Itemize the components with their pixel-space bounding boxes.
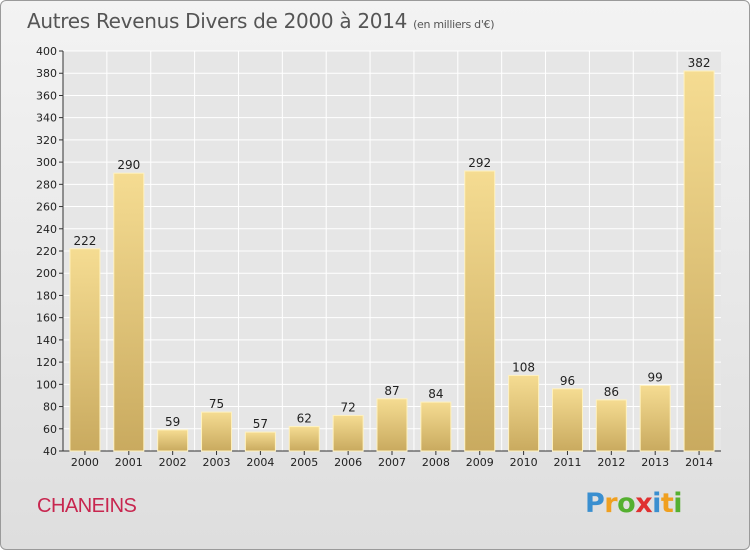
x-tick-label-2002: 2002 (159, 456, 187, 469)
y-tick-label: 360 (36, 89, 57, 102)
x-tick-label-2009: 2009 (466, 456, 494, 469)
chart-subtitle: (en milliers d'€) (413, 18, 495, 31)
y-tick-label: 120 (36, 356, 57, 369)
logo-letter: x (635, 488, 653, 519)
y-tick-label: 140 (36, 334, 57, 347)
bar-2005 (288, 426, 320, 452)
value-label-2003: 75 (209, 397, 224, 411)
x-tick-label-2011: 2011 (553, 456, 581, 469)
x-tick-label-2006: 2006 (334, 456, 362, 469)
y-tick-label: 200 (36, 267, 57, 280)
value-label-2000: 222 (73, 234, 96, 248)
y-tick-label: 280 (36, 178, 57, 191)
logo-letter: r (604, 488, 618, 519)
bar-2002 (157, 429, 189, 452)
value-label-2009: 292 (468, 156, 491, 170)
logo-letter: o (617, 488, 636, 519)
y-tick-label: 340 (36, 112, 57, 125)
y-tick-label: 160 (36, 312, 57, 325)
y-tick-label: 240 (36, 223, 57, 236)
x-tick-label-2005: 2005 (290, 456, 318, 469)
y-tick-label: 260 (36, 201, 57, 214)
logo-letter: t (660, 488, 674, 519)
value-label-2010: 108 (512, 360, 535, 374)
bar-2000 (69, 248, 101, 452)
value-label-2007: 87 (384, 384, 399, 398)
value-label-2012: 86 (604, 385, 619, 399)
y-tick-label: 40 (43, 445, 57, 458)
chart-title-text: Autres Revenus Divers de 2000 à 2014 (27, 9, 408, 33)
logo-letter: i (652, 488, 661, 519)
bar-2007 (376, 398, 408, 452)
bar-2004 (244, 431, 276, 452)
y-tick-label: 380 (36, 67, 57, 80)
chart-title: Autres Revenus Divers de 2000 à 2014 (en … (27, 9, 495, 33)
bar-2013 (639, 384, 671, 452)
y-tick-label: 100 (36, 378, 57, 391)
location-name: CHANEINS (37, 495, 137, 517)
y-tick-label: 320 (36, 134, 57, 147)
x-tick-label-2007: 2007 (378, 456, 406, 469)
bar-2010 (508, 374, 540, 452)
bar-2011 (551, 388, 583, 452)
x-tick-label-2012: 2012 (597, 456, 625, 469)
bar-2009 (464, 170, 496, 452)
x-tick-label-2014: 2014 (685, 456, 713, 469)
x-tick-label-2000: 2000 (71, 456, 99, 469)
y-tick-label: 220 (36, 245, 57, 258)
x-tick-label-2010: 2010 (510, 456, 538, 469)
x-tick-label-2008: 2008 (422, 456, 450, 469)
value-label-2005: 62 (297, 412, 312, 426)
y-tick-label: 180 (36, 289, 57, 302)
value-label-2002: 59 (165, 415, 180, 429)
value-label-2004: 57 (253, 417, 268, 431)
bar-2008 (420, 401, 452, 452)
bar-2006 (332, 414, 364, 452)
bar-2001 (113, 172, 145, 452)
y-tick-label: 60 (43, 423, 57, 436)
value-label-2006: 72 (340, 400, 355, 414)
bar-2012 (595, 399, 627, 452)
value-label-2001: 290 (117, 158, 140, 172)
x-tick-label-2004: 2004 (246, 456, 274, 469)
proxiti-logo: Proxiti (585, 488, 683, 519)
value-label-2008: 84 (428, 387, 443, 401)
bar-2014 (683, 70, 715, 452)
logo-letter: i (673, 488, 683, 519)
value-label-2011: 96 (560, 374, 575, 388)
value-label-2014: 382 (688, 56, 711, 70)
bar-2003 (201, 411, 233, 452)
logo-letter: P (585, 488, 605, 519)
y-tick-label: 400 (36, 45, 57, 58)
x-tick-label-2003: 2003 (203, 456, 231, 469)
value-label-2013: 99 (648, 370, 663, 384)
y-tick-label: 300 (36, 156, 57, 169)
x-tick-label-2001: 2001 (115, 456, 143, 469)
x-tick-label-2013: 2013 (641, 456, 669, 469)
y-tick-label: 80 (43, 401, 57, 414)
